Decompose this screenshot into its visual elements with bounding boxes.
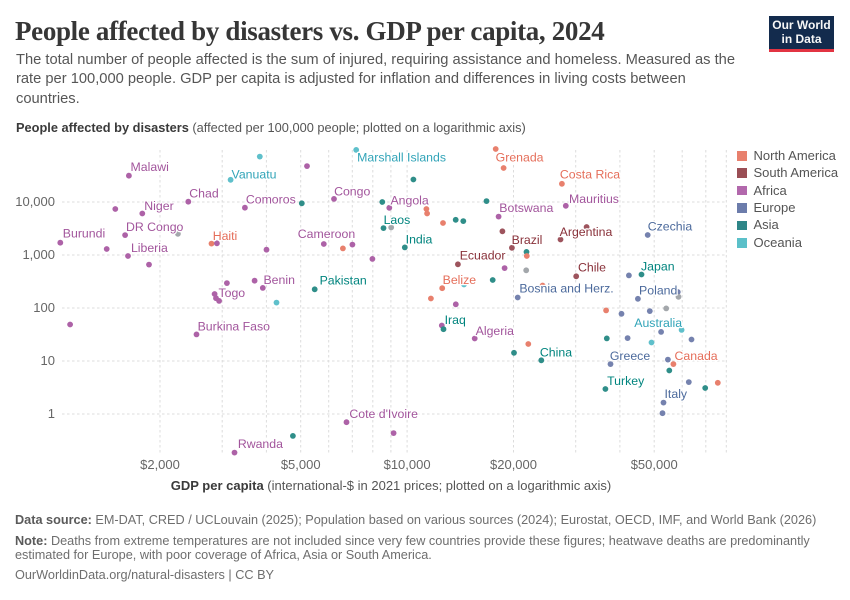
svg-text:Vanuatu: Vanuatu: [232, 168, 277, 182]
svg-text:Liberia: Liberia: [131, 241, 168, 255]
svg-text:Togo: Togo: [218, 286, 245, 300]
svg-text:Benin: Benin: [263, 273, 295, 287]
svg-text:Canada: Canada: [675, 349, 718, 363]
svg-text:$5,000: $5,000: [281, 457, 321, 472]
svg-text:Bosnia and Herz.: Bosnia and Herz.: [519, 282, 613, 296]
svg-text:1: 1: [48, 406, 55, 421]
svg-text:Rwanda: Rwanda: [238, 437, 283, 451]
svg-text:Comoros: Comoros: [246, 193, 296, 207]
svg-text:Algeria: Algeria: [476, 324, 514, 338]
svg-text:Belize: Belize: [443, 273, 477, 287]
svg-text:Botswana: Botswana: [499, 201, 553, 215]
svg-text:Chile: Chile: [578, 261, 606, 275]
svg-text:India: India: [406, 233, 433, 247]
svg-text:Congo: Congo: [334, 185, 370, 199]
svg-text:Japan: Japan: [641, 260, 675, 274]
svg-text:DR Congo: DR Congo: [126, 220, 184, 234]
svg-text:China: China: [540, 346, 572, 360]
svg-text:Costa Rica: Costa Rica: [560, 168, 620, 182]
svg-text:$10,000: $10,000: [384, 457, 431, 472]
svg-text:Cote d'Ivoire: Cote d'Ivoire: [349, 407, 418, 421]
svg-text:Pakistan: Pakistan: [320, 273, 367, 287]
svg-text:Argentina: Argentina: [560, 225, 613, 239]
svg-text:Marshall Islands: Marshall Islands: [357, 151, 446, 165]
svg-text:Burundi: Burundi: [63, 227, 105, 241]
svg-text:Chad: Chad: [189, 187, 219, 201]
svg-text:10: 10: [41, 353, 55, 368]
svg-text:Grenada: Grenada: [496, 151, 544, 165]
svg-text:100: 100: [33, 300, 55, 315]
svg-text:$20,000: $20,000: [490, 457, 537, 472]
svg-text:$50,000: $50,000: [631, 457, 678, 472]
svg-text:Angola: Angola: [390, 194, 428, 208]
svg-text:Mauritius: Mauritius: [569, 192, 619, 206]
svg-text:Greece: Greece: [610, 349, 650, 363]
svg-text:Czechia: Czechia: [648, 220, 693, 234]
svg-text:Ecuador: Ecuador: [460, 249, 506, 263]
svg-text:Laos: Laos: [384, 213, 411, 227]
svg-text:Australia: Australia: [634, 316, 682, 330]
svg-text:Niger: Niger: [144, 199, 173, 213]
svg-text:Malawi: Malawi: [131, 160, 169, 174]
svg-text:10,000: 10,000: [15, 194, 55, 209]
svg-text:Haiti: Haiti: [213, 229, 238, 243]
svg-text:Burkina Faso: Burkina Faso: [198, 320, 271, 334]
svg-text:Poland: Poland: [639, 284, 677, 298]
svg-text:Cameroon: Cameroon: [298, 227, 356, 241]
svg-text:Turkey: Turkey: [607, 374, 645, 388]
svg-text:Iraq: Iraq: [445, 313, 466, 327]
svg-text:$2,000: $2,000: [140, 457, 180, 472]
svg-text:Brazil: Brazil: [512, 233, 543, 247]
svg-text:1,000: 1,000: [22, 247, 55, 262]
svg-text:Italy: Italy: [665, 387, 688, 401]
